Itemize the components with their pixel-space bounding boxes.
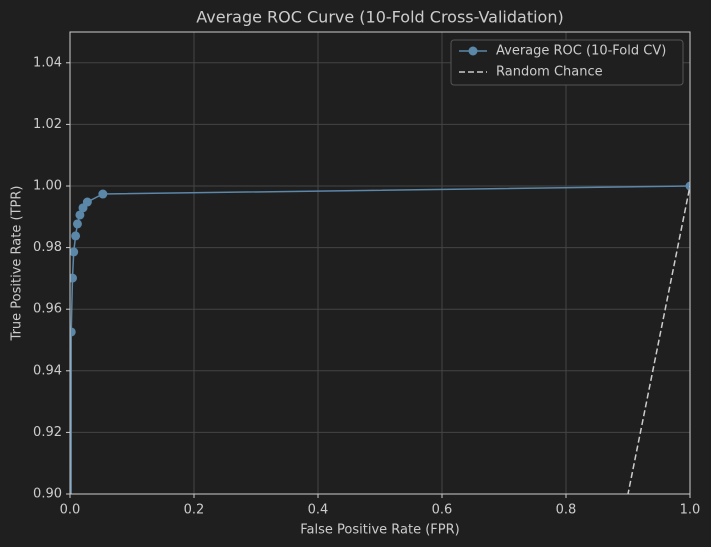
y-tick-label: 0.96 [33, 302, 62, 317]
legend-box [450, 39, 684, 86]
y-tick-label: 1.04 [33, 55, 62, 70]
x-tick-label: 0.2 [184, 503, 205, 518]
data-point [72, 219, 82, 229]
x-tick-label: 0.4 [308, 503, 329, 518]
plot-area [70, 181, 690, 494]
legend-marker [468, 46, 478, 56]
y-tick-label: 1.00 [33, 179, 62, 194]
x-axis-label: False Positive Rate (FPR) [300, 523, 459, 538]
y-tick-label: 0.94 [33, 363, 62, 378]
data-point [70, 273, 77, 283]
chart-title: Average ROC Curve (10-Fold Cross-Validat… [196, 8, 563, 27]
x-tick-label: 1.0 [680, 503, 701, 518]
legend-label: Average ROC (10-Fold CV) [496, 44, 666, 59]
legend: Average ROC (10-Fold CV) Random Chance [450, 39, 684, 86]
y-tick-label: 0.90 [33, 487, 62, 502]
data-point [98, 189, 108, 199]
data-point [75, 210, 85, 220]
x-tick-label: 0.8 [556, 503, 577, 518]
x-tick-label: 0.6 [432, 503, 453, 518]
data-point [82, 197, 92, 207]
y-tick-label: 0.92 [33, 425, 62, 440]
x-tick-label: 0.0 [60, 503, 81, 518]
y-axis-label: True Positive Rate (TPR) [10, 186, 25, 342]
data-point [70, 247, 79, 257]
data-point [71, 231, 81, 241]
data-point [70, 327, 76, 337]
axes-frame [69, 31, 691, 495]
data-point [685, 181, 690, 191]
y-tick-label: 0.98 [33, 240, 62, 255]
grid [66, 32, 691, 498]
y-tick-label: 1.02 [33, 117, 62, 132]
legend-label: Random Chance [496, 65, 603, 80]
